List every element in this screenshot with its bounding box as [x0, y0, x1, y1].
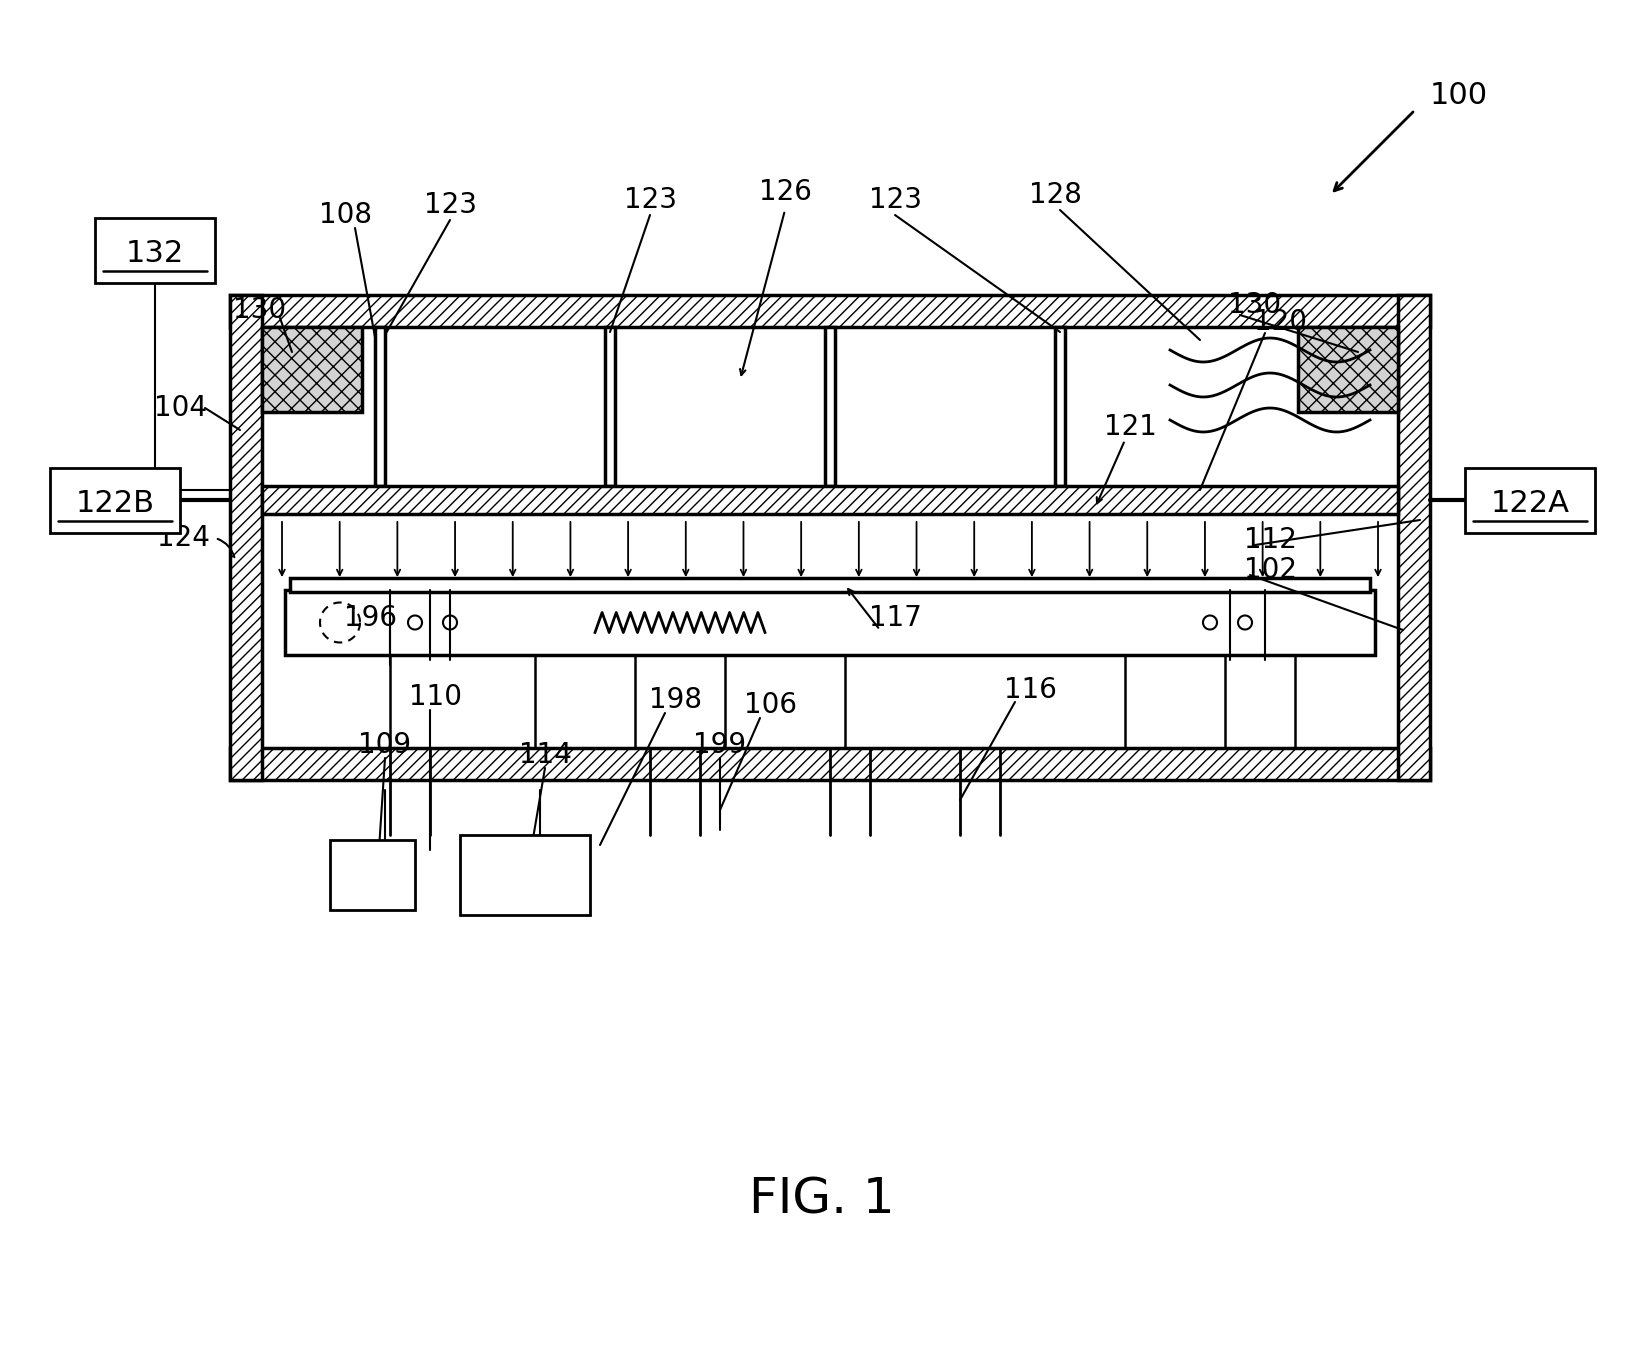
Bar [1465, 468, 1595, 533]
Text: 108: 108 [319, 201, 372, 229]
Text: 120: 120 [1253, 308, 1307, 336]
Bar [230, 295, 261, 780]
Text: 126: 126 [758, 178, 812, 206]
Bar [1397, 295, 1430, 780]
Text: 109: 109 [358, 731, 411, 759]
Text: 122B: 122B [76, 490, 155, 518]
Text: 132: 132 [127, 240, 184, 268]
Text: 117: 117 [868, 604, 921, 631]
Text: 196: 196 [344, 604, 396, 631]
Text: 198: 198 [648, 687, 702, 714]
Bar [261, 486, 1397, 514]
Text: 104: 104 [153, 394, 207, 422]
Bar [825, 326, 835, 486]
Text: 106: 106 [743, 691, 796, 719]
Text: 121: 121 [1103, 413, 1156, 441]
Text: 114: 114 [518, 741, 572, 769]
Text: 130: 130 [1228, 291, 1282, 318]
Text: 116: 116 [1003, 676, 1057, 704]
Text: 123: 123 [868, 186, 922, 214]
Text: 112: 112 [1243, 526, 1297, 554]
Bar [230, 295, 1430, 326]
Text: 100: 100 [1430, 81, 1488, 109]
Text: 130: 130 [233, 295, 286, 324]
Bar [330, 840, 414, 911]
Bar [289, 577, 1369, 592]
Bar [375, 326, 385, 486]
Bar [284, 590, 1374, 656]
Text: 199: 199 [694, 731, 746, 759]
Text: 122A: 122A [1491, 490, 1570, 518]
Text: 102: 102 [1243, 556, 1297, 584]
Bar [261, 326, 1397, 747]
Text: 128: 128 [1029, 181, 1082, 209]
Text: 123: 123 [424, 192, 477, 219]
Bar [261, 326, 362, 411]
Text: FIG. 1: FIG. 1 [750, 1176, 894, 1224]
Bar [95, 217, 215, 282]
Bar [230, 747, 1430, 780]
Bar [49, 468, 179, 533]
Bar [1055, 326, 1065, 486]
Text: 110: 110 [408, 683, 462, 711]
Text: 124: 124 [156, 523, 209, 552]
Bar [605, 326, 615, 486]
Bar [1299, 326, 1397, 411]
Bar [460, 835, 590, 915]
Text: 123: 123 [623, 186, 676, 214]
